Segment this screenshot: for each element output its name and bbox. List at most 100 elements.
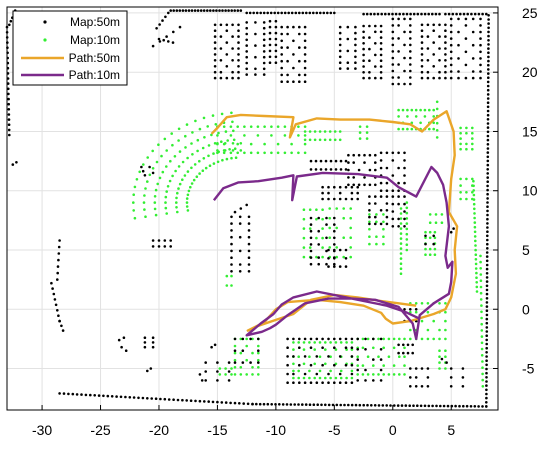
map-50m-point (438, 47, 441, 50)
map-50m-point (236, 9, 240, 12)
map-50m-point (379, 36, 383, 39)
map-50m-point (362, 30, 365, 34)
map-50m-point (379, 151, 383, 155)
map-50m-point (106, 394, 110, 398)
map-50m-point (266, 11, 270, 15)
map-50m-point (198, 399, 202, 403)
map-50m-point (379, 53, 383, 57)
map-50m-point (203, 400, 206, 403)
map-50m-point (409, 17, 412, 21)
map-10m-point (243, 134, 246, 137)
x-tick-label: -5 (328, 422, 341, 438)
map-50m-point (247, 215, 251, 219)
map-50m-point (110, 395, 114, 398)
map-50m-point (286, 363, 289, 367)
map-10m-point (251, 373, 254, 376)
map-50m-point (303, 59, 307, 63)
map-10m-point (245, 337, 248, 341)
map-50m-point (397, 225, 400, 228)
map-50m-point (397, 76, 400, 79)
map-50m-point (225, 29, 229, 32)
map-50m-point (305, 11, 308, 15)
map-10m-point (471, 126, 474, 130)
map-50m-point (432, 234, 436, 238)
map-50m-point (333, 337, 336, 341)
map-50m-point (151, 239, 155, 242)
map-50m-point (479, 43, 482, 47)
map-50m-point (459, 12, 462, 16)
map-10m-point (231, 149, 235, 152)
map-10m-point (233, 344, 237, 348)
map-10m-point (465, 142, 468, 146)
map-50m-point (132, 396, 136, 399)
map-50m-point (431, 404, 434, 408)
map-50m-point (227, 361, 231, 364)
map-50m-point (396, 404, 400, 407)
map-10m-point (392, 364, 396, 367)
map-50m-point (231, 59, 234, 62)
map-50m-point (315, 381, 319, 385)
map-50m-point (245, 32, 248, 36)
map-10m-point (302, 246, 306, 249)
legend-label-path-10m: Path:10m (69, 68, 120, 82)
map-10m-point (481, 385, 485, 388)
map-50m-point (432, 53, 436, 56)
map-50m-point (333, 363, 336, 367)
map-10m-point (361, 364, 365, 367)
map-50m-point (362, 59, 365, 62)
map-10m-point (308, 130, 312, 133)
map-50m-point (354, 403, 358, 407)
map-10m-point (135, 178, 139, 181)
map-50m-point (274, 19, 278, 23)
map-50m-point (464, 37, 468, 40)
map-50m-point (385, 166, 389, 170)
map-10m-point (186, 193, 190, 197)
map-10m-point (401, 108, 405, 112)
map-50m-point (414, 308, 418, 311)
map-50m-point (245, 61, 248, 65)
map-50m-point (368, 59, 371, 62)
map-50m-point (237, 59, 240, 62)
map-50m-point (338, 185, 342, 189)
map-10m-point (479, 298, 483, 301)
map-50m-point (333, 243, 336, 246)
map-10m-point (349, 207, 353, 210)
map-50m-point (420, 367, 424, 370)
map-50m-point (464, 17, 468, 21)
map-10m-point (256, 151, 260, 155)
map-10m-point (475, 281, 479, 284)
map-50m-point (393, 404, 396, 407)
map-50m-point (247, 242, 251, 246)
map-10m-point (318, 341, 322, 344)
map-10m-point (398, 337, 401, 341)
map-10m-point (313, 348, 317, 351)
map-50m-point (274, 403, 277, 406)
map-50m-point (486, 201, 489, 204)
map-50m-point (274, 37, 278, 41)
map-50m-point (292, 372, 295, 376)
map-50m-point (140, 165, 143, 169)
map-10m-point (426, 337, 430, 341)
map-50m-point (338, 355, 342, 358)
map-50m-point (97, 394, 101, 397)
map-10m-point (475, 285, 479, 289)
map-10m-point (190, 142, 193, 145)
map-50m-point (303, 53, 307, 56)
map-50m-point (167, 40, 170, 43)
map-10m-point (420, 337, 424, 341)
map-10m-point (297, 355, 301, 359)
map-50m-point (213, 23, 217, 27)
map-50m-point (194, 399, 197, 403)
map-50m-point (356, 379, 360, 382)
map-50m-point (420, 385, 424, 388)
map-10m-point (308, 355, 311, 359)
map-50m-point (150, 397, 153, 400)
map-50m-point (486, 80, 490, 84)
map-10m-point (156, 182, 159, 186)
map-50m-point (233, 337, 237, 341)
map-50m-point (292, 53, 295, 56)
map-10m-point (414, 310, 418, 314)
map-50m-point (262, 32, 266, 36)
map-50m-point (350, 185, 354, 189)
map-50m-point (213, 59, 217, 62)
